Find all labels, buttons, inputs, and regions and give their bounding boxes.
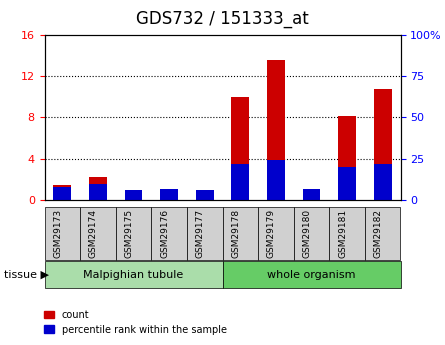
Text: GSM29182: GSM29182 [374, 209, 383, 258]
Bar [89, 177, 107, 200]
Text: GSM29177: GSM29177 [196, 209, 205, 258]
Bar [374, 164, 392, 200]
Bar [196, 190, 214, 200]
Text: GSM29176: GSM29176 [160, 209, 169, 258]
Text: GSM29181: GSM29181 [338, 209, 347, 258]
Bar [303, 192, 320, 200]
Bar [89, 184, 107, 200]
Text: whole organism: whole organism [267, 270, 356, 279]
Text: GSM29178: GSM29178 [231, 209, 240, 258]
Bar [160, 188, 178, 200]
Text: Malpighian tubule: Malpighian tubule [83, 270, 184, 279]
Bar [231, 164, 249, 200]
Text: GSM29179: GSM29179 [267, 209, 276, 258]
Text: GDS732 / 151333_at: GDS732 / 151333_at [136, 10, 309, 28]
Bar [303, 188, 320, 200]
Text: tissue ▶: tissue ▶ [4, 270, 49, 279]
Legend: count, percentile rank within the sample: count, percentile rank within the sample [40, 306, 231, 338]
Bar [196, 193, 214, 200]
Bar [125, 190, 142, 200]
Text: GSM29180: GSM29180 [303, 209, 312, 258]
Bar [125, 194, 142, 200]
Bar [267, 160, 285, 200]
Bar [53, 187, 71, 200]
Bar [231, 97, 249, 200]
Bar [338, 167, 356, 200]
Bar [338, 116, 356, 200]
Bar [160, 191, 178, 200]
Bar [374, 89, 392, 200]
Bar [267, 60, 285, 200]
Text: GSM29174: GSM29174 [89, 209, 98, 258]
Bar [53, 185, 71, 200]
Text: GSM29175: GSM29175 [125, 209, 134, 258]
Text: GSM29173: GSM29173 [53, 209, 62, 258]
